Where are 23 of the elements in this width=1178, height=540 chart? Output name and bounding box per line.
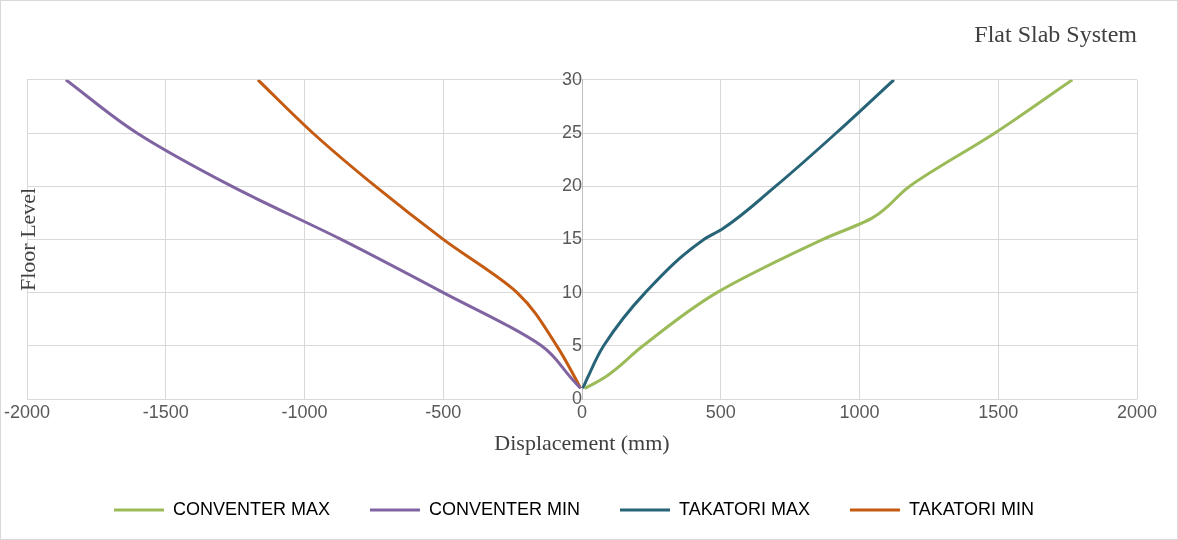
x-axis-title: Displacement (mm) [494,429,670,455]
legend-label: TAKATORI MAX [679,498,811,519]
legend-label: TAKATORI MIN [909,498,1035,519]
y-tick-label: 10 [561,281,583,302]
x-tick-label: -1000 [281,401,328,422]
line-series [581,79,896,390]
y-tick-label: 15 [561,228,583,249]
x-tick-label: 1000 [839,401,880,422]
y-tick-label: 5 [571,334,583,355]
y-tick-label: 30 [561,68,583,89]
line-series [583,79,1074,390]
x-tick-label: -2000 [4,401,51,422]
chart-title: Flat Slab System [974,20,1138,47]
legend-label: CONVENTER MIN [428,498,581,519]
x-tick-label: 500 [705,401,736,422]
x-tick-label: -500 [425,401,462,422]
y-axis-title: Floor Level [14,187,40,292]
y-tick-label: 20 [561,175,583,196]
y-tick-label: 25 [561,121,583,142]
x-tick-label: 1500 [978,401,1019,422]
legend-label: CONVENTER MAX [172,498,331,519]
x-tick-label: -1500 [142,401,189,422]
x-tick-label: 2000 [1116,401,1158,422]
